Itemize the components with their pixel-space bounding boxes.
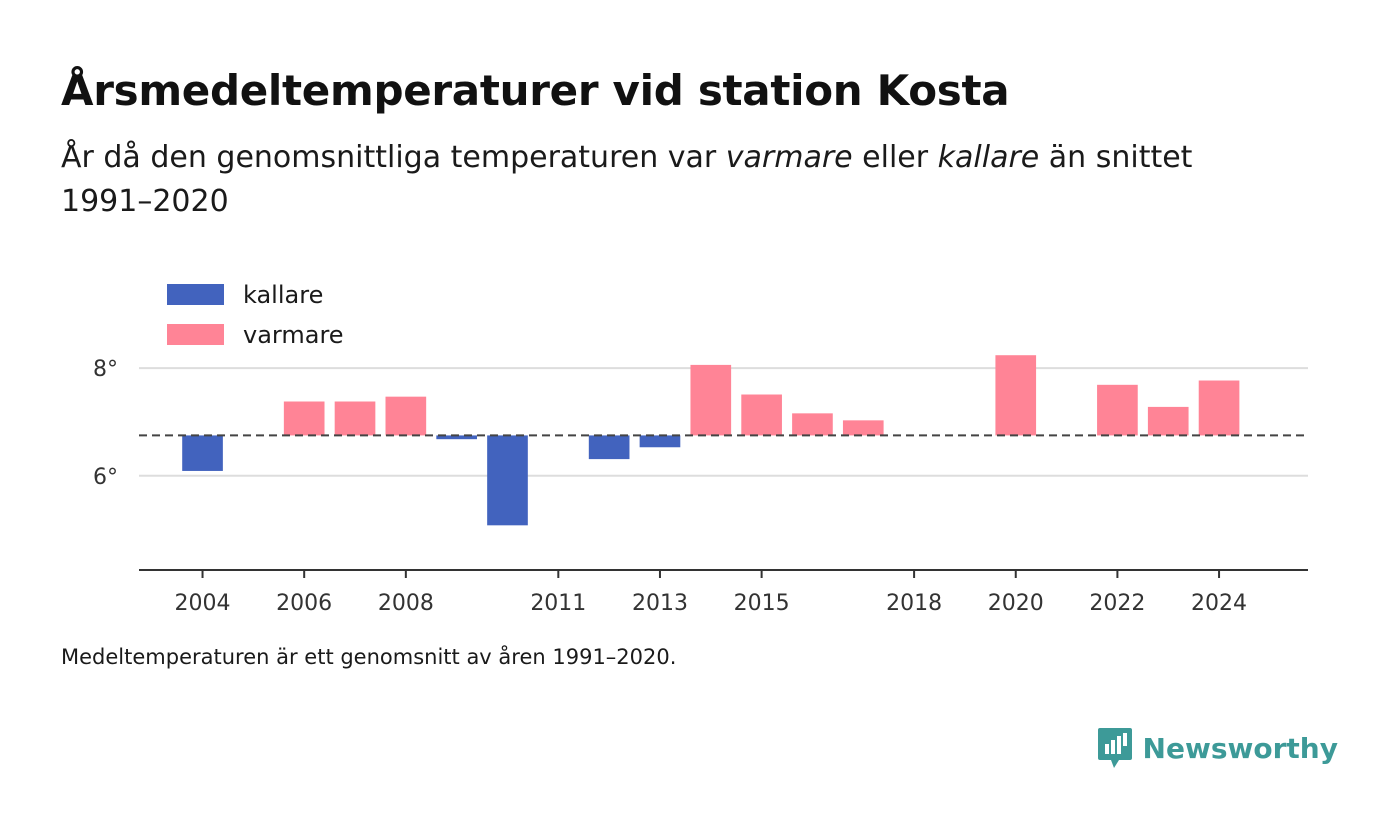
legend-swatch-kallare <box>167 284 224 305</box>
x-tick-label: 2018 <box>886 591 942 616</box>
chart-subtitle: År då den genomsnittliga temperaturen va… <box>61 136 1291 224</box>
bar-2012 <box>588 435 630 460</box>
brand-logo: Newsworthy <box>1097 726 1338 770</box>
bar-2010 <box>487 435 528 526</box>
chart-title: Årsmedeltemperaturer vid station Kosta <box>61 66 1010 115</box>
x-tick-label: 2024 <box>1191 591 1247 616</box>
x-tick-label: 2022 <box>1089 591 1145 616</box>
legend-label-varmare: varmare <box>243 321 344 349</box>
x-tick-label: 2020 <box>988 591 1044 616</box>
subtitle-emphasis-warmer: varmare <box>725 140 853 175</box>
bar-2016 <box>792 413 833 436</box>
x-tick-label: 2004 <box>175 591 231 616</box>
x-tick-label: 2015 <box>734 591 790 616</box>
bar-2006 <box>283 401 325 436</box>
bar-chart: 6° 8° 2004 2006 2008 2011 2013 2015 2018 2020 202… <box>93 270 1308 616</box>
legend-swatch-varmare <box>167 324 224 345</box>
subtitle-text-3: än snittet 1991–2020 <box>61 140 1193 219</box>
x-tick-label: 2006 <box>276 591 332 616</box>
bar-2009 <box>436 435 477 440</box>
bar-2017 <box>842 420 884 436</box>
bar-2007 <box>334 401 376 436</box>
bar-2004 <box>182 435 223 471</box>
y-tick-label: 8° <box>93 357 118 382</box>
bar-2015 <box>741 394 782 436</box>
footnote: Medeltemperaturen är ett genomsnitt av å… <box>61 645 677 669</box>
brand-name: Newsworthy <box>1142 731 1338 765</box>
subtitle-text-2: eller <box>852 140 938 175</box>
legend-label-kallare: kallare <box>243 281 323 309</box>
newsworthy-logo-icon <box>1097 728 1132 768</box>
x-axis-ticks: 2004 2006 2008 2011 2013 2015 2018 2020 2022 2024 <box>175 570 1247 616</box>
bar-2013 <box>639 435 681 448</box>
x-tick-label: 2011 <box>530 591 586 616</box>
subtitle-emphasis-colder: kallare <box>937 140 1040 175</box>
x-tick-label: 2013 <box>632 591 688 616</box>
y-tick-label: 6° <box>93 465 118 490</box>
bars <box>182 355 1240 526</box>
legend: kallare varmare <box>151 270 363 354</box>
x-tick-label: 2008 <box>378 591 434 616</box>
y-axis-ticks: 6° 8° <box>93 357 118 490</box>
bar-2020 <box>995 355 1037 436</box>
bar-2008 <box>385 396 427 436</box>
bar-2024 <box>1198 380 1240 436</box>
subtitle-text-1: År då den genomsnittliga temperaturen va… <box>61 140 726 175</box>
bar-2014 <box>690 364 732 436</box>
bar-2023 <box>1147 406 1189 436</box>
bar-2022 <box>1097 384 1138 436</box>
